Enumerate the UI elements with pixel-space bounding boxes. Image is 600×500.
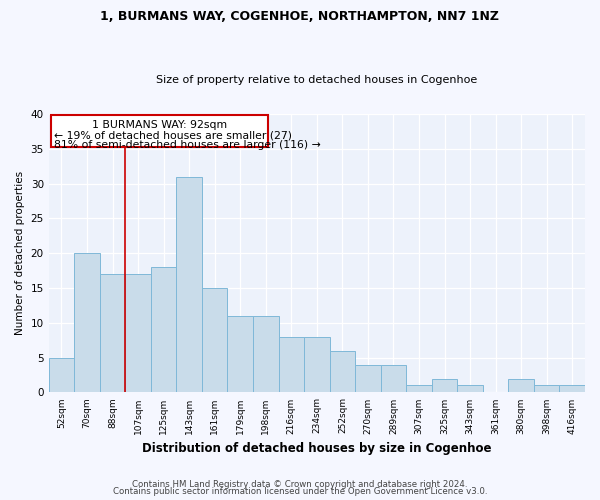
Bar	[432, 378, 457, 392]
Bar	[176, 176, 202, 392]
Bar	[457, 386, 483, 392]
Y-axis label: Number of detached properties: Number of detached properties	[15, 171, 25, 336]
Bar	[304, 337, 329, 392]
Bar	[355, 364, 380, 392]
Bar	[74, 253, 100, 392]
Text: 1, BURMANS WAY, COGENHOE, NORTHAMPTON, NN7 1NZ: 1, BURMANS WAY, COGENHOE, NORTHAMPTON, N…	[101, 10, 499, 23]
Text: ← 19% of detached houses are smaller (27): ← 19% of detached houses are smaller (27…	[54, 131, 292, 141]
X-axis label: Distribution of detached houses by size in Cogenhoe: Distribution of detached houses by size …	[142, 442, 491, 455]
Text: Contains public sector information licensed under the Open Government Licence v3: Contains public sector information licen…	[113, 488, 487, 496]
Bar	[534, 386, 559, 392]
Text: 81% of semi-detached houses are larger (116) →: 81% of semi-detached houses are larger (…	[54, 140, 320, 150]
Bar	[253, 316, 278, 392]
Bar	[125, 274, 151, 392]
Bar	[227, 316, 253, 392]
Bar	[508, 378, 534, 392]
Bar	[202, 288, 227, 393]
Bar	[100, 274, 125, 392]
FancyBboxPatch shape	[51, 116, 268, 147]
Bar	[151, 267, 176, 392]
Title: Size of property relative to detached houses in Cogenhoe: Size of property relative to detached ho…	[156, 76, 478, 86]
Bar	[559, 386, 585, 392]
Bar	[49, 358, 74, 392]
Bar	[278, 337, 304, 392]
Text: Contains HM Land Registry data © Crown copyright and database right 2024.: Contains HM Land Registry data © Crown c…	[132, 480, 468, 489]
Bar	[329, 350, 355, 393]
Bar	[406, 386, 432, 392]
Text: 1 BURMANS WAY: 92sqm: 1 BURMANS WAY: 92sqm	[92, 120, 227, 130]
Bar	[380, 364, 406, 392]
